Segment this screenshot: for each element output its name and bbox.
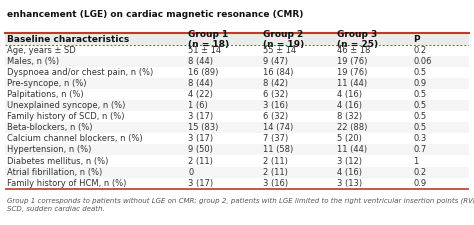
Text: 6 (32): 6 (32) [263,112,288,122]
Text: Group 1 corresponds to patients without LGE on CMR; group 2, patients with LGE l: Group 1 corresponds to patients without … [7,197,474,212]
Text: 46 ± 18: 46 ± 18 [337,46,370,55]
Text: P: P [413,35,420,44]
Text: Age, years ± SD: Age, years ± SD [7,46,76,55]
Bar [5,178,469,189]
Text: 9 (50): 9 (50) [188,146,213,155]
Text: 4 (16): 4 (16) [337,101,362,110]
Text: 0: 0 [188,168,193,177]
Text: 15 (83): 15 (83) [188,124,219,133]
Bar [5,166,469,178]
Text: 11 (44): 11 (44) [337,79,367,88]
Text: 19 (76): 19 (76) [337,57,367,66]
Text: Group 1
(n = 18): Group 1 (n = 18) [188,30,229,50]
Text: Dyspnoea and/or chest pain, n (%): Dyspnoea and/or chest pain, n (%) [7,68,153,77]
Text: 3 (17): 3 (17) [188,179,213,188]
Text: 2 (11): 2 (11) [263,157,287,166]
Text: Hypertension, n (%): Hypertension, n (%) [7,146,91,155]
Bar [5,78,469,89]
Bar [5,100,469,111]
Text: 0.9: 0.9 [413,79,427,88]
Text: Baseline characteristics: Baseline characteristics [7,35,129,44]
Text: 4 (16): 4 (16) [337,168,362,177]
Text: Calcium channel blockers, n (%): Calcium channel blockers, n (%) [7,135,143,144]
Text: 1: 1 [413,157,419,166]
Text: Group 2
(n = 19): Group 2 (n = 19) [263,30,304,50]
Text: Pre-syncope, n (%): Pre-syncope, n (%) [7,79,87,88]
Text: 55 ± 14: 55 ± 14 [263,46,296,55]
Bar [5,144,469,155]
Text: 2 (11): 2 (11) [188,157,213,166]
Text: 8 (42): 8 (42) [263,79,288,88]
Text: 8 (44): 8 (44) [188,57,213,66]
Text: 1 (6): 1 (6) [188,101,208,110]
Text: Beta-blockers, n (%): Beta-blockers, n (%) [7,124,92,133]
Text: 8 (44): 8 (44) [188,79,213,88]
Bar [5,56,469,67]
Text: 0.2: 0.2 [413,168,427,177]
Text: 2 (11): 2 (11) [263,168,287,177]
Bar [5,133,469,144]
Text: Group 3
(n = 25): Group 3 (n = 25) [337,30,378,50]
Text: 0.5: 0.5 [413,68,427,77]
Text: 3 (12): 3 (12) [337,157,362,166]
Bar [5,155,469,166]
Text: 3 (16): 3 (16) [263,179,288,188]
Text: 6 (32): 6 (32) [263,90,288,99]
Text: 3 (17): 3 (17) [188,112,213,122]
Text: 0.2: 0.2 [413,46,427,55]
Bar [5,34,469,45]
Text: 0.5: 0.5 [413,101,427,110]
Text: 3 (16): 3 (16) [263,101,288,110]
Text: 9 (47): 9 (47) [263,57,288,66]
Text: 22 (88): 22 (88) [337,124,367,133]
Text: 5 (20): 5 (20) [337,135,362,144]
Text: 11 (58): 11 (58) [263,146,293,155]
Text: Family history of SCD, n (%): Family history of SCD, n (%) [7,112,125,122]
Text: Males, n (%): Males, n (%) [7,57,59,66]
Text: 0.5: 0.5 [413,90,427,99]
Text: 11 (44): 11 (44) [337,146,367,155]
Text: 0.3: 0.3 [413,135,427,144]
Bar [5,45,469,56]
Text: 0.9: 0.9 [413,179,427,188]
Text: 16 (89): 16 (89) [188,68,219,77]
Text: enhancement (LGE) on cardiac magnetic resonance (CMR): enhancement (LGE) on cardiac magnetic re… [7,10,303,19]
Bar [5,67,469,78]
Bar [5,122,469,133]
Text: Palpitations, n (%): Palpitations, n (%) [7,90,84,99]
Text: 8 (32): 8 (32) [337,112,362,122]
Text: 4 (16): 4 (16) [337,90,362,99]
Text: 14 (74): 14 (74) [263,124,293,133]
Text: 3 (13): 3 (13) [337,179,362,188]
Text: 3 (17): 3 (17) [188,135,213,144]
Text: Unexplained syncope, n (%): Unexplained syncope, n (%) [7,101,126,110]
Text: Atrial fibrillation, n (%): Atrial fibrillation, n (%) [7,168,102,177]
Text: 0.5: 0.5 [413,112,427,122]
Text: Diabetes mellitus, n (%): Diabetes mellitus, n (%) [7,157,109,166]
Bar [5,89,469,100]
Text: 51 ± 14: 51 ± 14 [188,46,221,55]
Text: Family history of HCM, n (%): Family history of HCM, n (%) [7,179,127,188]
Text: 7 (37): 7 (37) [263,135,288,144]
Text: 0.06: 0.06 [413,57,432,66]
Text: 4 (22): 4 (22) [188,90,213,99]
Text: 0.7: 0.7 [413,146,427,155]
Text: 19 (76): 19 (76) [337,68,367,77]
Bar [5,111,469,122]
Text: 16 (84): 16 (84) [263,68,293,77]
Text: 0.5: 0.5 [413,124,427,133]
